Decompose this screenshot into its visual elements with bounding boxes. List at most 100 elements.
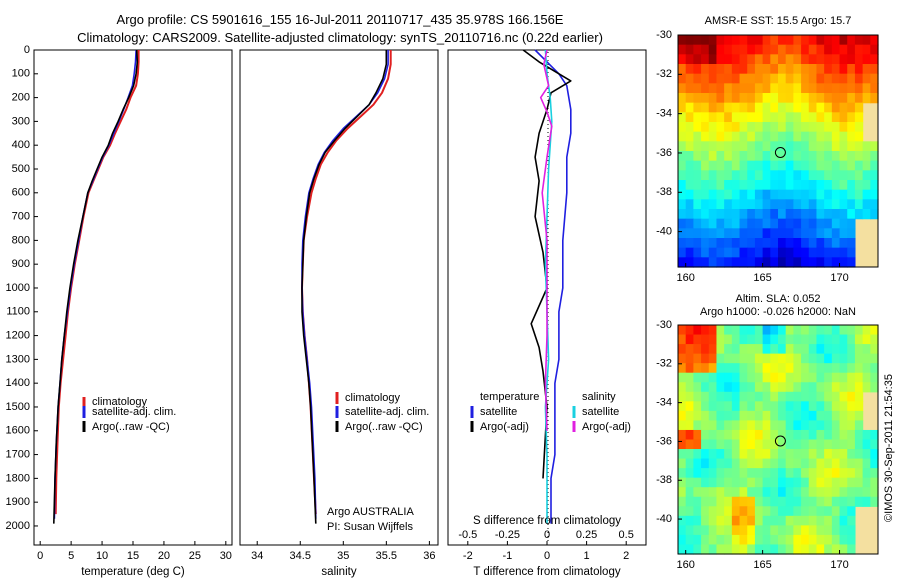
heatmap-cell — [824, 180, 833, 191]
heatmap-cell — [724, 160, 733, 171]
heatmap-cell — [808, 151, 818, 162]
lon-tick-label: 165 — [753, 559, 771, 571]
heatmap-cell — [701, 468, 710, 479]
heatmap-cell — [801, 257, 810, 268]
heatmap-cell — [754, 458, 764, 469]
heatmap-cell — [724, 525, 733, 536]
heatmap-cell — [724, 102, 733, 113]
heatmap-cell — [739, 218, 748, 229]
heatmap-cell — [808, 468, 818, 479]
heatmap-cell — [839, 54, 848, 65]
series-line-satellite — [534, 49, 572, 524]
heatmap-cell — [816, 544, 825, 555]
heatmap-cell — [701, 93, 710, 104]
heatmap-cell — [762, 73, 771, 84]
lon-tick-label: 160 — [677, 272, 695, 284]
heatmap-cell — [716, 420, 725, 431]
heatmap-cell — [716, 458, 725, 469]
salinity-diff-tick-label: 0.25 — [576, 529, 597, 541]
heatmap-cell — [862, 429, 871, 441]
heatmap-cell — [678, 209, 687, 220]
heatmap-cell — [685, 353, 694, 364]
heatmap-cell — [754, 363, 764, 374]
heatmap-cell — [824, 102, 833, 113]
heatmap-cell — [708, 506, 718, 517]
heatmap-cell — [862, 353, 871, 364]
heatmap-cell — [854, 180, 864, 191]
heatmap-cell — [747, 458, 756, 469]
heatmap-cell — [785, 487, 794, 498]
heatmap-cell — [693, 534, 702, 546]
heatmap-cell — [793, 218, 802, 229]
heatmap-cell — [770, 420, 779, 431]
heatmap-cell — [693, 429, 702, 441]
heatmap-cell — [785, 334, 794, 345]
heatmap-cell — [747, 429, 756, 441]
heatmap-cell — [778, 93, 787, 104]
heatmap-cell — [801, 247, 810, 258]
heatmap-cell — [854, 131, 864, 142]
heatmap-cell — [824, 468, 833, 479]
heatmap-cell — [739, 458, 748, 469]
heatmap-cell — [747, 44, 756, 55]
heatmap-cell — [685, 344, 694, 355]
sst-map-title: AMSR-E SST: 15.5 Argo: 15.7 — [705, 15, 852, 27]
sla-heatmap — [678, 325, 879, 555]
heatmap-cell — [747, 238, 756, 249]
heatmap-cell — [839, 391, 848, 402]
heatmap-cell — [770, 160, 779, 171]
heatmap-cell — [862, 458, 871, 469]
heatmap-cell — [770, 449, 779, 460]
heatmap-cell — [785, 44, 794, 55]
heatmap-cell — [839, 525, 848, 536]
heatmap-cell — [785, 209, 794, 220]
heatmap-cell — [731, 429, 741, 441]
heatmap-cell — [831, 141, 841, 152]
heatmap-cell — [724, 449, 733, 460]
heatmap-cell — [693, 209, 702, 220]
heatmap-cell — [762, 209, 771, 220]
heatmap-cell — [778, 334, 787, 345]
heatmap-cell — [762, 391, 771, 402]
heatmap-cell — [854, 372, 864, 383]
heatmap-cell — [862, 363, 871, 374]
heatmap-cell — [824, 429, 833, 441]
heatmap-cell — [785, 544, 794, 555]
x-tick-label: 10 — [96, 550, 108, 562]
heatmap-cell — [854, 93, 864, 104]
heatmap-cell — [793, 102, 802, 113]
heatmap-cell — [816, 344, 825, 355]
heatmap-cell — [839, 401, 848, 412]
heatmap-cell — [762, 544, 771, 555]
heatmap-cell — [708, 544, 718, 555]
heatmap-cell — [793, 325, 802, 336]
heatmap-cell — [778, 238, 787, 249]
heatmap-cell — [808, 477, 818, 488]
heatmap-cell — [831, 334, 841, 345]
lon-tick-label: 160 — [677, 559, 695, 571]
heatmap-cell — [708, 64, 718, 75]
figure-subtitle: Climatology: CARS2009. Satellite-adjuste… — [77, 30, 603, 45]
heatmap-cell — [724, 93, 733, 104]
heatmap-cell — [754, 93, 764, 104]
heatmap-cell — [739, 420, 748, 431]
heatmap-cell — [801, 44, 810, 55]
heatmap-cell — [808, 420, 818, 431]
heatmap-cell — [747, 189, 756, 200]
heatmap-cell — [731, 44, 741, 55]
heatmap-cell — [793, 496, 802, 507]
heatmap-cell — [778, 429, 787, 441]
heatmap-cell — [685, 525, 694, 536]
heatmap-cell — [839, 218, 848, 229]
heatmap-cell — [693, 439, 702, 450]
heatmap-cell — [754, 410, 764, 422]
heatmap-cell — [693, 410, 702, 422]
legend-title-temperature: temperature — [480, 391, 539, 403]
heatmap-cell — [708, 131, 718, 142]
heatmap-cell — [754, 122, 764, 133]
heatmap-cell — [693, 141, 702, 152]
heatmap-cell — [785, 170, 794, 181]
heatmap-cell — [808, 325, 818, 336]
heatmap-cell — [785, 468, 794, 479]
heatmap-cell — [839, 170, 848, 181]
